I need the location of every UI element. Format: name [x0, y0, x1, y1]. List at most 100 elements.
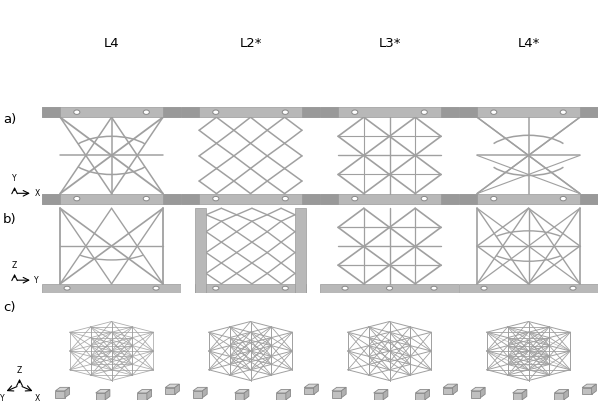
Polygon shape — [554, 390, 569, 393]
Bar — [181, 107, 199, 117]
Bar — [276, 393, 286, 400]
Polygon shape — [203, 387, 207, 398]
Circle shape — [74, 196, 80, 201]
Bar — [163, 107, 181, 117]
Circle shape — [74, 110, 80, 114]
Polygon shape — [332, 387, 346, 391]
Polygon shape — [480, 387, 485, 398]
Circle shape — [213, 196, 219, 201]
Text: c): c) — [3, 301, 16, 314]
Polygon shape — [55, 387, 70, 391]
Bar — [295, 208, 306, 293]
Polygon shape — [564, 390, 569, 400]
Circle shape — [386, 286, 392, 290]
Circle shape — [352, 110, 358, 114]
Polygon shape — [415, 390, 430, 393]
Polygon shape — [276, 390, 290, 393]
Polygon shape — [235, 390, 249, 393]
Polygon shape — [425, 390, 430, 400]
Polygon shape — [175, 384, 179, 395]
Circle shape — [421, 196, 427, 201]
Circle shape — [342, 286, 348, 290]
Circle shape — [352, 196, 358, 201]
Bar — [459, 193, 477, 204]
Polygon shape — [582, 384, 596, 388]
Bar — [181, 193, 320, 204]
Polygon shape — [443, 384, 457, 388]
Text: L4*: L4* — [517, 37, 540, 50]
Text: X: X — [34, 189, 40, 198]
Bar — [580, 193, 598, 204]
Bar — [513, 393, 522, 400]
Polygon shape — [304, 384, 319, 388]
Circle shape — [431, 286, 437, 290]
Bar — [443, 388, 453, 395]
Polygon shape — [374, 390, 388, 393]
Polygon shape — [147, 390, 151, 400]
Bar — [471, 391, 480, 398]
Polygon shape — [522, 390, 527, 400]
Bar — [459, 284, 598, 293]
Circle shape — [143, 110, 150, 114]
Polygon shape — [165, 384, 179, 388]
Text: L2*: L2* — [239, 37, 262, 50]
Polygon shape — [105, 390, 110, 400]
Text: Y: Y — [0, 394, 4, 403]
Polygon shape — [244, 390, 249, 400]
Bar — [554, 393, 564, 400]
Bar — [181, 193, 199, 204]
Text: L4: L4 — [104, 37, 120, 50]
Bar — [320, 193, 459, 204]
Bar — [415, 393, 425, 400]
Polygon shape — [314, 384, 319, 395]
Circle shape — [153, 286, 159, 290]
Bar — [320, 107, 338, 117]
Bar — [138, 393, 147, 400]
Polygon shape — [65, 387, 70, 398]
Polygon shape — [138, 390, 151, 393]
Text: Z: Z — [17, 366, 22, 375]
Polygon shape — [513, 390, 527, 393]
Circle shape — [282, 286, 288, 290]
Circle shape — [213, 286, 219, 290]
Bar — [55, 391, 65, 398]
Bar — [195, 284, 306, 293]
Bar — [302, 107, 320, 117]
Circle shape — [570, 286, 576, 290]
Polygon shape — [453, 384, 457, 395]
Bar — [163, 193, 181, 204]
Polygon shape — [341, 387, 346, 398]
Text: Z: Z — [12, 261, 17, 270]
Bar — [441, 193, 459, 204]
Bar — [193, 391, 203, 398]
Polygon shape — [383, 390, 388, 400]
Text: L3*: L3* — [378, 37, 401, 50]
Circle shape — [282, 110, 288, 114]
Text: a): a) — [3, 113, 16, 126]
Bar — [304, 388, 314, 395]
Circle shape — [213, 110, 219, 114]
Text: Y: Y — [12, 174, 17, 184]
Bar — [235, 393, 244, 400]
Bar — [580, 107, 598, 117]
Bar — [165, 388, 175, 395]
Circle shape — [490, 110, 497, 114]
Bar — [42, 107, 60, 117]
Bar — [181, 107, 320, 117]
Text: b): b) — [3, 213, 17, 226]
Circle shape — [282, 196, 288, 201]
Bar — [441, 107, 459, 117]
Polygon shape — [286, 390, 290, 400]
Bar — [320, 193, 338, 204]
Circle shape — [481, 286, 487, 290]
Bar — [42, 193, 60, 204]
Bar — [42, 284, 181, 293]
Bar — [42, 107, 181, 117]
Bar — [582, 388, 591, 395]
Polygon shape — [193, 387, 207, 391]
Bar — [302, 193, 320, 204]
Bar — [459, 107, 477, 117]
Circle shape — [560, 196, 566, 201]
Bar — [42, 193, 181, 204]
Bar — [320, 107, 459, 117]
